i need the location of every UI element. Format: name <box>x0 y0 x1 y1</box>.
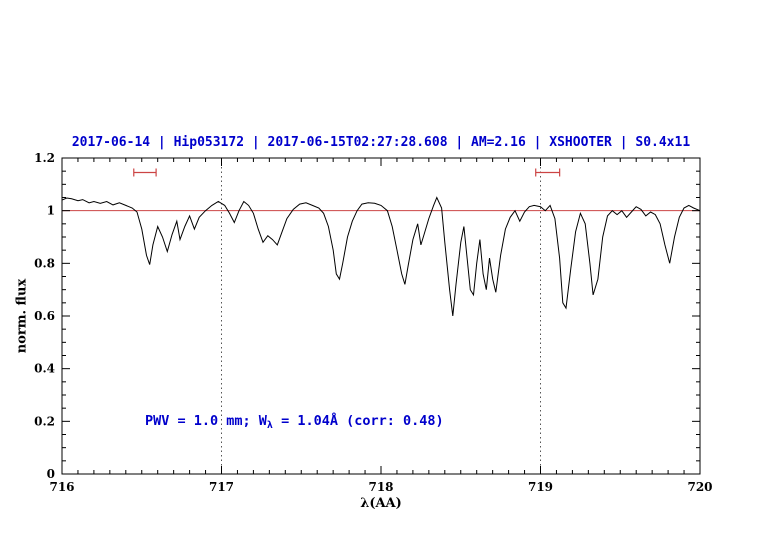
x-axis-label: λ(AA) <box>360 496 402 511</box>
x-tick-label: 720 <box>687 480 712 494</box>
plot-title: 2017-06-14 | Hip053172 | 2017-06-15T02:2… <box>71 135 691 150</box>
y-tick-label: 1.2 <box>34 151 55 165</box>
pwv-annotation-text2: = 1.04Å (corr: 0.48) <box>272 413 444 429</box>
lambda-subscript: λ <box>266 420 273 431</box>
y-tick-label: 0 <box>47 467 55 481</box>
y-tick-label: 1 <box>47 204 55 218</box>
y-tick-label: 0.8 <box>34 256 55 270</box>
y-tick-label: 0.6 <box>34 309 55 323</box>
x-tick-label: 716 <box>49 480 74 494</box>
pwv-annotation: PWV = 1.0 mm; Wλ = 1.04Å (corr: 0.48) <box>145 413 444 431</box>
y-tick-label: 0.4 <box>34 362 55 376</box>
x-tick-label: 718 <box>368 480 393 494</box>
y-axis-label: norm. flux <box>14 278 30 354</box>
x-tick-label: 717 <box>209 480 234 494</box>
x-tick-label: 719 <box>528 480 553 494</box>
spectrum-line <box>61 196 701 317</box>
pwv-annotation-text: PWV = 1.0 mm; W <box>145 413 267 429</box>
y-tick-label: 0.2 <box>34 414 55 428</box>
